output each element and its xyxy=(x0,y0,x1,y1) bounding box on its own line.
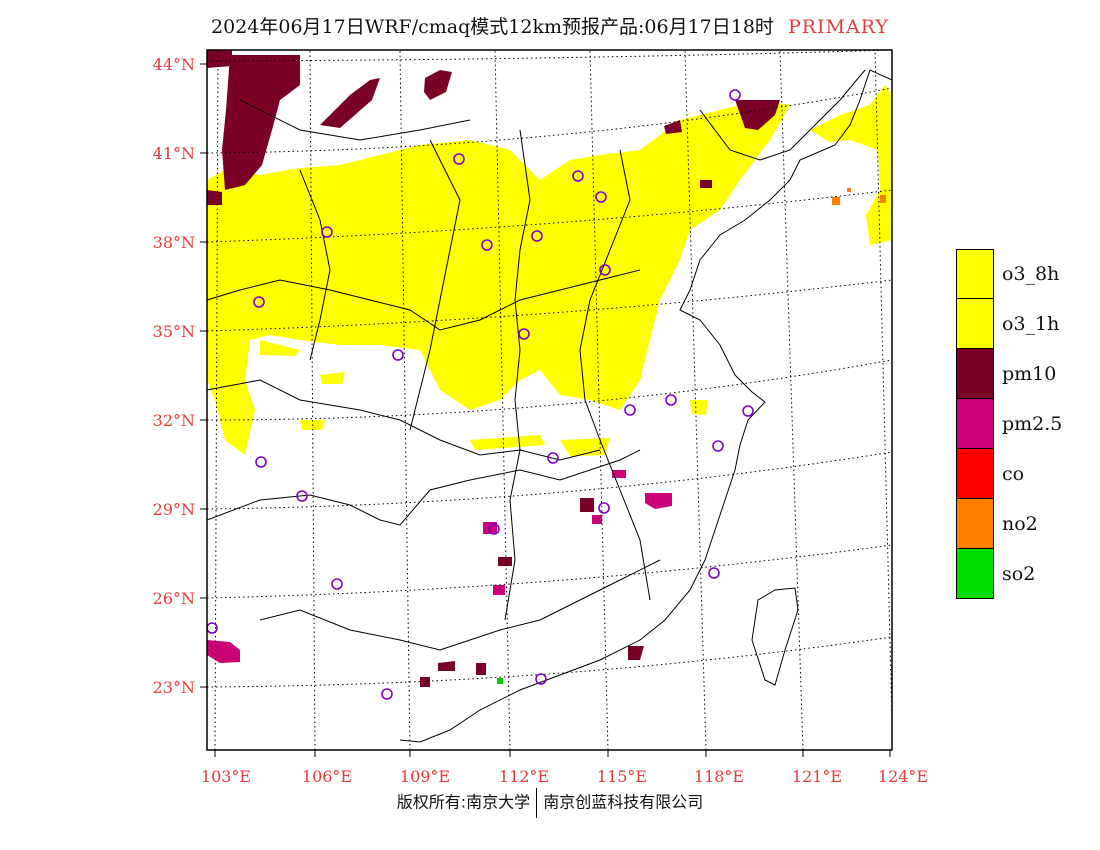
legend-label: co xyxy=(1002,463,1025,485)
lat-label: 26°N xyxy=(153,589,195,608)
lon-label: 106°E xyxy=(302,767,352,786)
lat-label: 41°N xyxy=(153,144,195,163)
lat-label: 44°N xyxy=(153,55,195,74)
no2-field xyxy=(832,188,886,205)
lon-label: 118°E xyxy=(694,767,744,786)
city-markers xyxy=(207,89,754,700)
map-outlines xyxy=(207,69,892,743)
pm25-field xyxy=(207,470,672,663)
legend-swatch xyxy=(956,299,994,349)
pm10-field xyxy=(207,50,780,687)
legend-swatch xyxy=(956,249,994,299)
copyright-owner: 版权所有:南京大学 xyxy=(396,792,531,812)
title-text: 2024年06月17日WRF/cmaq模式12km预报产品:06月17日18时 xyxy=(211,16,774,38)
ozone-field xyxy=(207,85,892,456)
lon-label: 109°E xyxy=(400,767,450,786)
legend-label: so2 xyxy=(1002,563,1036,585)
lon-label: 121°E xyxy=(792,767,842,786)
lat-label: 23°N xyxy=(153,678,195,697)
legend-swatch xyxy=(956,399,994,449)
graticule xyxy=(207,50,892,750)
lon-label: 112°E xyxy=(499,767,549,786)
copyright-footer: 版权所有:南京大学 南京创蓝科技有限公司 xyxy=(0,788,1100,818)
legend-label: pm2.5 xyxy=(1002,413,1063,435)
map-frame xyxy=(206,49,893,751)
primary-tag: PRIMARY xyxy=(787,16,889,38)
lat-label: 29°N xyxy=(153,500,195,519)
copyright-company: 南京创蓝科技有限公司 xyxy=(543,792,704,812)
legend-label: no2 xyxy=(1002,513,1038,535)
footer-divider xyxy=(536,788,538,818)
legend-swatch xyxy=(956,499,994,549)
legend-label: o3_1h xyxy=(1002,313,1060,335)
legend-swatch xyxy=(956,349,994,399)
legend-label: o3_8h xyxy=(1002,263,1060,285)
lat-label: 38°N xyxy=(153,233,195,252)
lat-label: 32°N xyxy=(153,411,195,430)
map-title: 2024年06月17日WRF/cmaq模式12km预报产品:06月17日18时 P… xyxy=(0,12,1100,39)
so2-field xyxy=(497,678,503,684)
legend-swatch xyxy=(956,549,994,599)
axis-ticks xyxy=(200,63,891,757)
lon-label: 124°E xyxy=(878,767,928,786)
lat-label: 35°N xyxy=(153,322,195,341)
legend-label: pm10 xyxy=(1002,363,1057,385)
lon-label: 103°E xyxy=(201,767,251,786)
legend-swatch xyxy=(956,449,994,499)
lon-label: 115°E xyxy=(597,767,647,786)
